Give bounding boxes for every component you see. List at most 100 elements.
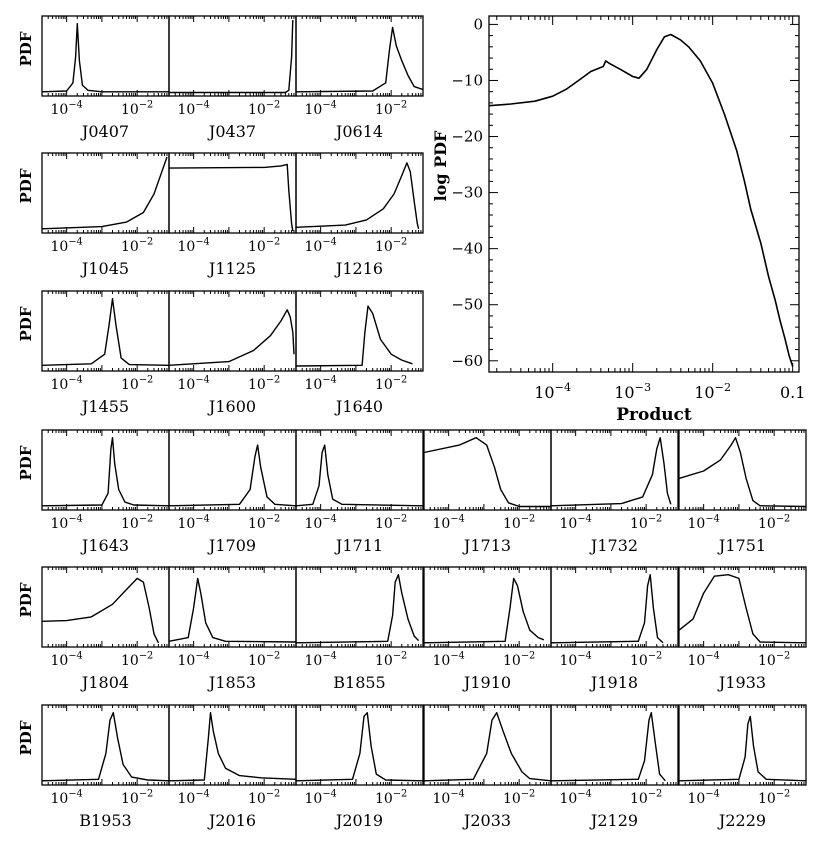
x-tick-label: 10−4 — [178, 514, 210, 532]
panel-frame — [168, 152, 297, 234]
panel-combined: 0 −10 −20 −30 −40 −50 −60 10−4 10−3 10−2 0.1 Produc… — [431, 15, 805, 425]
panel-frame — [550, 566, 679, 648]
x-tick-label: 10−4 — [688, 789, 720, 807]
panel-name: J1732 — [589, 536, 638, 555]
x-tick-label: 10−4 — [560, 514, 592, 532]
x-tick-label: 10−4 — [534, 381, 571, 402]
x-tick-label: 10−4 — [178, 375, 210, 393]
panel-name: J1455 — [80, 397, 129, 416]
pdf-curve — [295, 574, 420, 644]
x-tick-label: 10−2 — [121, 237, 153, 255]
panel-j1713: 10−4 10−2 J1713 — [423, 429, 552, 555]
pdf-curve — [41, 156, 168, 230]
x-tick-label: 10−4 — [560, 789, 592, 807]
x-tick-label: 10−2 — [121, 651, 153, 669]
panel-b1855: 10−4 10−2 B1855 — [295, 566, 424, 692]
panel-name: J1640 — [334, 397, 383, 416]
panel-j0437: 10−4 10−2 J0437 — [168, 15, 297, 141]
x-tick-label: 10−2 — [375, 100, 407, 118]
y-tick-label: −30 — [451, 184, 483, 202]
x-tick-label: 10−4 — [51, 237, 83, 255]
panel-name: J1910 — [462, 673, 511, 692]
pdf-curve — [423, 437, 551, 508]
panel-name: J0407 — [80, 122, 129, 141]
pdf-curve — [423, 712, 552, 782]
x-tick-label: 10−2 — [248, 789, 280, 807]
pdf-curve — [295, 162, 420, 229]
panel-frame — [678, 429, 807, 511]
panel-j1751: 10−4 10−2 J1751 — [678, 429, 807, 555]
panel-j1125: 10−4 10−2 J1125 — [168, 152, 297, 278]
pdf-curve — [295, 712, 424, 782]
x-tick-label: 10−2 — [121, 514, 153, 532]
panel-j2129: 10−4 10−2 J2129 — [550, 704, 679, 830]
x-tick-label: 10−2 — [121, 789, 153, 807]
panel-j2033: 10−4 10−2 J2033 — [423, 704, 552, 830]
x-tick-label: 10−4 — [178, 100, 210, 118]
pdf-curve — [295, 26, 424, 93]
x-tick-label: 10−2 — [630, 789, 662, 807]
panel-frame — [41, 704, 170, 786]
x-tick-label: 10−4 — [305, 237, 337, 255]
panel-name: J1709 — [207, 536, 256, 555]
pdf-curve — [550, 712, 666, 782]
x-tick-label: 10−4 — [305, 375, 337, 393]
x-tick-label: 10−2 — [694, 381, 731, 402]
pdf-curve — [169, 19, 294, 94]
pdf-curve — [678, 715, 807, 782]
x-tick-label: 10−2 — [121, 100, 153, 118]
y-axis-label: PDF — [17, 445, 35, 480]
x-tick-label: 10−4 — [178, 789, 210, 807]
pdf-curve — [41, 577, 160, 644]
y-axis-label: PDF — [17, 31, 35, 66]
panel-frame — [295, 290, 424, 372]
pdf-curve — [168, 577, 297, 643]
log-pdf-curve — [488, 33, 794, 367]
panel-j1732: 10−4 10−2 J1732 — [550, 429, 679, 555]
x-tick-label: 10−4 — [433, 514, 465, 532]
panel-frame — [41, 15, 170, 97]
x-tick-label: 10−4 — [51, 375, 83, 393]
x-tick-label: 10−2 — [248, 375, 280, 393]
panel-j2016: 10−4 10−2 J2016 — [168, 704, 297, 830]
panel-j1804: 10−4 10−2 J1804 — [41, 566, 170, 692]
panel-frame — [168, 704, 297, 786]
x-tick-label: 0.1 — [780, 383, 805, 402]
x-tick-label: 10−2 — [758, 789, 790, 807]
panel-name: J0614 — [334, 122, 383, 141]
panel-j2019: 10−4 10−2 J2019 — [295, 704, 424, 830]
x-tick-label: 10−4 — [305, 789, 337, 807]
x-tick-label: 10−4 — [51, 100, 83, 118]
x-tick-label: 10−2 — [630, 651, 662, 669]
panel-name: J1045 — [80, 259, 129, 278]
x-tick-label: 10−2 — [248, 651, 280, 669]
panel-name: J1804 — [80, 673, 129, 692]
panel-j1455: 10−4 10−2 J1455 — [41, 290, 170, 416]
x-tick-label: 10−4 — [688, 514, 720, 532]
x-tick-label: 10−2 — [375, 375, 407, 393]
panel-frame — [550, 704, 679, 786]
panel-j1600: 10−4 10−2 J1600 — [168, 290, 297, 416]
x-tick-label: 10−2 — [248, 514, 280, 532]
panel-frame — [678, 566, 807, 648]
panel-frame — [550, 429, 679, 511]
pdf-curve — [550, 437, 672, 507]
panel-frame — [168, 290, 297, 372]
x-tick-label: 10−2 — [503, 651, 535, 669]
x-tick-label: 10−4 — [305, 100, 337, 118]
x-tick-label: 10−2 — [121, 375, 153, 393]
panel-name: J1933 — [717, 673, 766, 692]
panel-name: J1711 — [334, 536, 383, 555]
x-tick-label: 10−4 — [178, 237, 210, 255]
panel-j1918: 10−4 10−2 J1918 — [550, 566, 679, 692]
x-tick-label: 10−2 — [503, 789, 535, 807]
pdf-curve — [295, 305, 413, 367]
panel-j1216: 10−4 10−2 J1216 — [295, 152, 424, 278]
panel-name: J2033 — [462, 811, 511, 830]
x-tick-label: 10−2 — [375, 237, 407, 255]
panel-name: J1751 — [717, 536, 766, 555]
y-axis-label: PDF — [17, 720, 35, 755]
pdf-curve — [41, 712, 170, 782]
x-tick-label: 10−2 — [375, 789, 407, 807]
panel-frame — [41, 290, 170, 372]
